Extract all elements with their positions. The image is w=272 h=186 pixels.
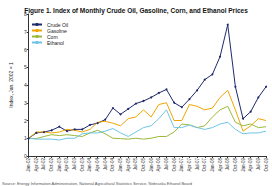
svg-text:Jul-09: Jul-09 bbox=[256, 158, 261, 171]
svg-text:Jul-04: Jul-04 bbox=[103, 158, 108, 171]
svg-text:Oct-05: Oct-05 bbox=[141, 158, 146, 172]
svg-text:Jul-05: Jul-05 bbox=[133, 158, 138, 171]
svg-text:Oct-04: Oct-04 bbox=[110, 158, 115, 172]
svg-text:Apr-09: Apr-09 bbox=[248, 158, 253, 172]
svg-text:2: 2 bbox=[24, 118, 27, 124]
svg-text:Jan-07: Jan-07 bbox=[179, 158, 184, 172]
svg-text:Oct-07: Oct-07 bbox=[202, 158, 207, 172]
svg-text:Corn: Corn bbox=[47, 33, 58, 40]
svg-text:Index, Jan. 2002 = 1: Index, Jan. 2002 = 1 bbox=[8, 62, 14, 108]
svg-text:Gasoline: Gasoline bbox=[47, 27, 67, 34]
svg-text:Jul-02: Jul-02 bbox=[41, 158, 46, 171]
svg-text:Jul-03: Jul-03 bbox=[72, 158, 77, 171]
svg-text:Oct-06: Oct-06 bbox=[172, 158, 177, 172]
svg-text:3: 3 bbox=[24, 100, 27, 106]
svg-text:Apr-04: Apr-04 bbox=[95, 158, 100, 172]
svg-text:Jan-06: Jan-06 bbox=[149, 158, 154, 172]
svg-text:4: 4 bbox=[24, 82, 27, 88]
svg-text:Apr-03: Apr-03 bbox=[64, 158, 69, 172]
svg-text:6: 6 bbox=[24, 47, 27, 53]
svg-text:Apr-02: Apr-02 bbox=[34, 158, 39, 172]
svg-text:Apr-07: Apr-07 bbox=[187, 158, 192, 172]
svg-text:Oct-02: Oct-02 bbox=[49, 158, 54, 172]
svg-text:Jan-05: Jan-05 bbox=[118, 158, 123, 172]
svg-text:1: 1 bbox=[24, 135, 27, 141]
svg-text:Jan-08: Jan-08 bbox=[210, 158, 215, 172]
svg-text:Apr-08: Apr-08 bbox=[218, 158, 223, 172]
svg-text:Jan-03: Jan-03 bbox=[57, 158, 62, 172]
svg-text:Ethanol: Ethanol bbox=[47, 40, 64, 46]
svg-text:Apr-05: Apr-05 bbox=[126, 158, 131, 172]
svg-text:0: 0 bbox=[23, 153, 27, 159]
svg-text:Oct-03: Oct-03 bbox=[80, 158, 85, 172]
svg-text:Crude Oil: Crude Oil bbox=[47, 21, 69, 28]
svg-text:Oct-08: Oct-08 bbox=[233, 158, 238, 172]
svg-text:Jul-07: Jul-07 bbox=[195, 158, 200, 171]
svg-text:Jan-02: Jan-02 bbox=[26, 158, 31, 172]
svg-text:Jan-09: Jan-09 bbox=[241, 158, 246, 172]
svg-text:Apr-06: Apr-06 bbox=[156, 158, 161, 172]
svg-text:Jan-04: Jan-04 bbox=[87, 158, 92, 172]
svg-text:8: 8 bbox=[23, 11, 27, 17]
svg-text:Source: Energy Information Adm: Source: Energy Information Administratio… bbox=[2, 181, 192, 186]
svg-text:Figure 1. Index of Monthly Cru: Figure 1. Index of Monthly Crude Oil, Ga… bbox=[24, 7, 248, 15]
svg-text:Jul-08: Jul-08 bbox=[225, 158, 230, 171]
svg-text:Oct-09: Oct-09 bbox=[264, 158, 269, 172]
svg-text:5: 5 bbox=[24, 64, 27, 70]
svg-text:7: 7 bbox=[24, 29, 27, 35]
svg-text:Jul-06: Jul-06 bbox=[164, 158, 169, 171]
